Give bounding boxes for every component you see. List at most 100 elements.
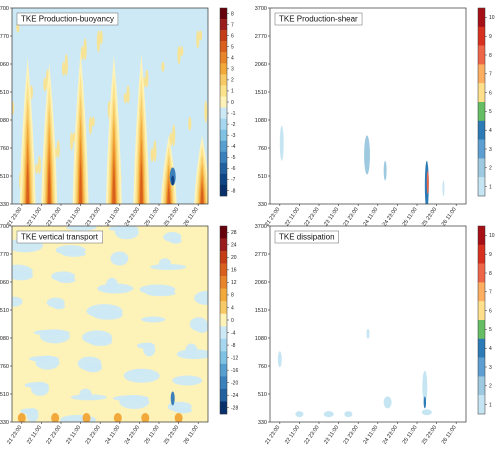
x-tick-label: 22 23:00 [45, 207, 62, 228]
colorbar-swatch [220, 351, 227, 365]
transport-patch [172, 375, 203, 386]
plume-2 [79, 158, 83, 204]
x-tick-label: 21 23:00 [6, 425, 23, 446]
transport-patch [114, 226, 139, 240]
dissipation-patch-0 [277, 351, 282, 368]
y-tick-label: 510 [258, 392, 267, 398]
x-tick-label: 26 11:00 [441, 425, 458, 446]
colorbar-swatch [478, 177, 485, 197]
colorbar-label: 5 [489, 327, 492, 333]
colorbar-frame [477, 7, 486, 197]
x-tick-label: 21 23:00 [264, 425, 281, 446]
transport-patch [174, 407, 193, 414]
colorbar-label: 24 [231, 243, 237, 249]
colorbar-label: 2 [489, 384, 492, 390]
transport-patch [150, 263, 187, 270]
colorbar-swatch [220, 85, 227, 97]
streak [153, 140, 157, 163]
x-tick-label: 24 23:00 [124, 207, 141, 228]
y-tick-label: 3700 [255, 224, 267, 230]
y-tick-label: 1080 [0, 118, 9, 124]
surface-positive-1 [51, 413, 60, 422]
colorbar-swatch [220, 226, 227, 239]
x-tick-label: 25 23:00 [163, 207, 180, 228]
x-tick-label: 23 11:00 [323, 425, 340, 446]
plot-content [277, 328, 432, 418]
colorbar-label: 1 [489, 402, 492, 408]
streak [126, 85, 130, 104]
colorbar-swatch [478, 45, 485, 65]
streak [161, 61, 165, 72]
surface-positive-0 [17, 413, 26, 422]
colorbar-label: 7 [489, 290, 492, 296]
y-tick-label: 330 [258, 202, 267, 208]
colorbar-label: 10 [489, 233, 495, 239]
transport-patch [194, 290, 208, 305]
transport-patch [176, 349, 208, 360]
transport-patch [26, 408, 39, 422]
transport-patch [143, 342, 156, 357]
x-tick-label: 24 23:00 [124, 425, 141, 446]
colorbar-label: -8 [231, 343, 236, 349]
plume-1 [47, 161, 51, 204]
colorbar-label: 2 [489, 166, 492, 172]
streak [196, 30, 200, 49]
transport-patch [12, 270, 34, 281]
title-box [16, 230, 103, 244]
streak [56, 140, 60, 159]
y-tick-label: 510 [0, 392, 9, 398]
x-tick-label: 23 23:00 [85, 425, 102, 446]
colorbar-label: 0 [231, 100, 234, 106]
transport-patch [53, 303, 66, 310]
plot-frame [269, 7, 467, 205]
colorbar-label: 9 [489, 252, 492, 258]
panel-title: TKE Production-shear [279, 15, 358, 24]
colorbar-label: -3 [231, 133, 236, 139]
plot-content [12, 22, 208, 204]
title-box [274, 230, 339, 244]
colorbar-swatch [478, 263, 485, 283]
transport-patch [169, 237, 182, 244]
colorbar-swatch [220, 276, 227, 289]
colorbar-label: 10 [489, 15, 495, 21]
colorbar-swatch [220, 263, 227, 277]
colorbar-label: -2 [231, 122, 236, 128]
y-tick-label: 2060 [0, 280, 9, 286]
x-tick-label: 25 11:00 [402, 425, 419, 446]
x-tick-label: 22 11:00 [26, 425, 43, 446]
colorbar-swatch [220, 301, 227, 314]
x-tick-label: 23 23:00 [343, 425, 360, 446]
transport-patch [196, 322, 208, 333]
y-tick-label: 330 [0, 202, 9, 208]
colorbar-label: -6 [231, 166, 236, 172]
colorbar-label: -4 [231, 330, 236, 336]
colorbar-label: 1 [489, 184, 492, 190]
streak [180, 46, 184, 57]
y-tick-label: 1510 [255, 308, 267, 314]
x-tick-label: 23 23:00 [85, 207, 102, 228]
y-tick-label: 3700 [255, 6, 267, 12]
dissipation-patch-3 [383, 396, 392, 409]
plot-area [270, 8, 466, 204]
y-tick-label: 510 [0, 174, 9, 180]
colorbar-label: -7 [231, 177, 236, 183]
y-tick-label: 330 [0, 420, 9, 426]
colorbar-swatch [478, 376, 485, 396]
y-tick-label: 2770 [0, 34, 9, 40]
plot-area [270, 226, 466, 422]
colorbar-label: 28 [231, 230, 237, 236]
y-tick-label: 1510 [0, 308, 9, 314]
colorbar-swatch [220, 326, 227, 339]
streak [169, 132, 173, 147]
colorbar-swatch [220, 8, 227, 20]
title-box [16, 12, 119, 26]
plume-4 [139, 158, 143, 204]
plot-frame [269, 225, 467, 423]
streak [88, 116, 92, 135]
x-tick-label: 22 23:00 [45, 425, 62, 446]
y-tick-label: 3700 [0, 224, 9, 230]
colorbar-label: 2 [231, 78, 234, 84]
colorbar-swatch [478, 139, 485, 159]
